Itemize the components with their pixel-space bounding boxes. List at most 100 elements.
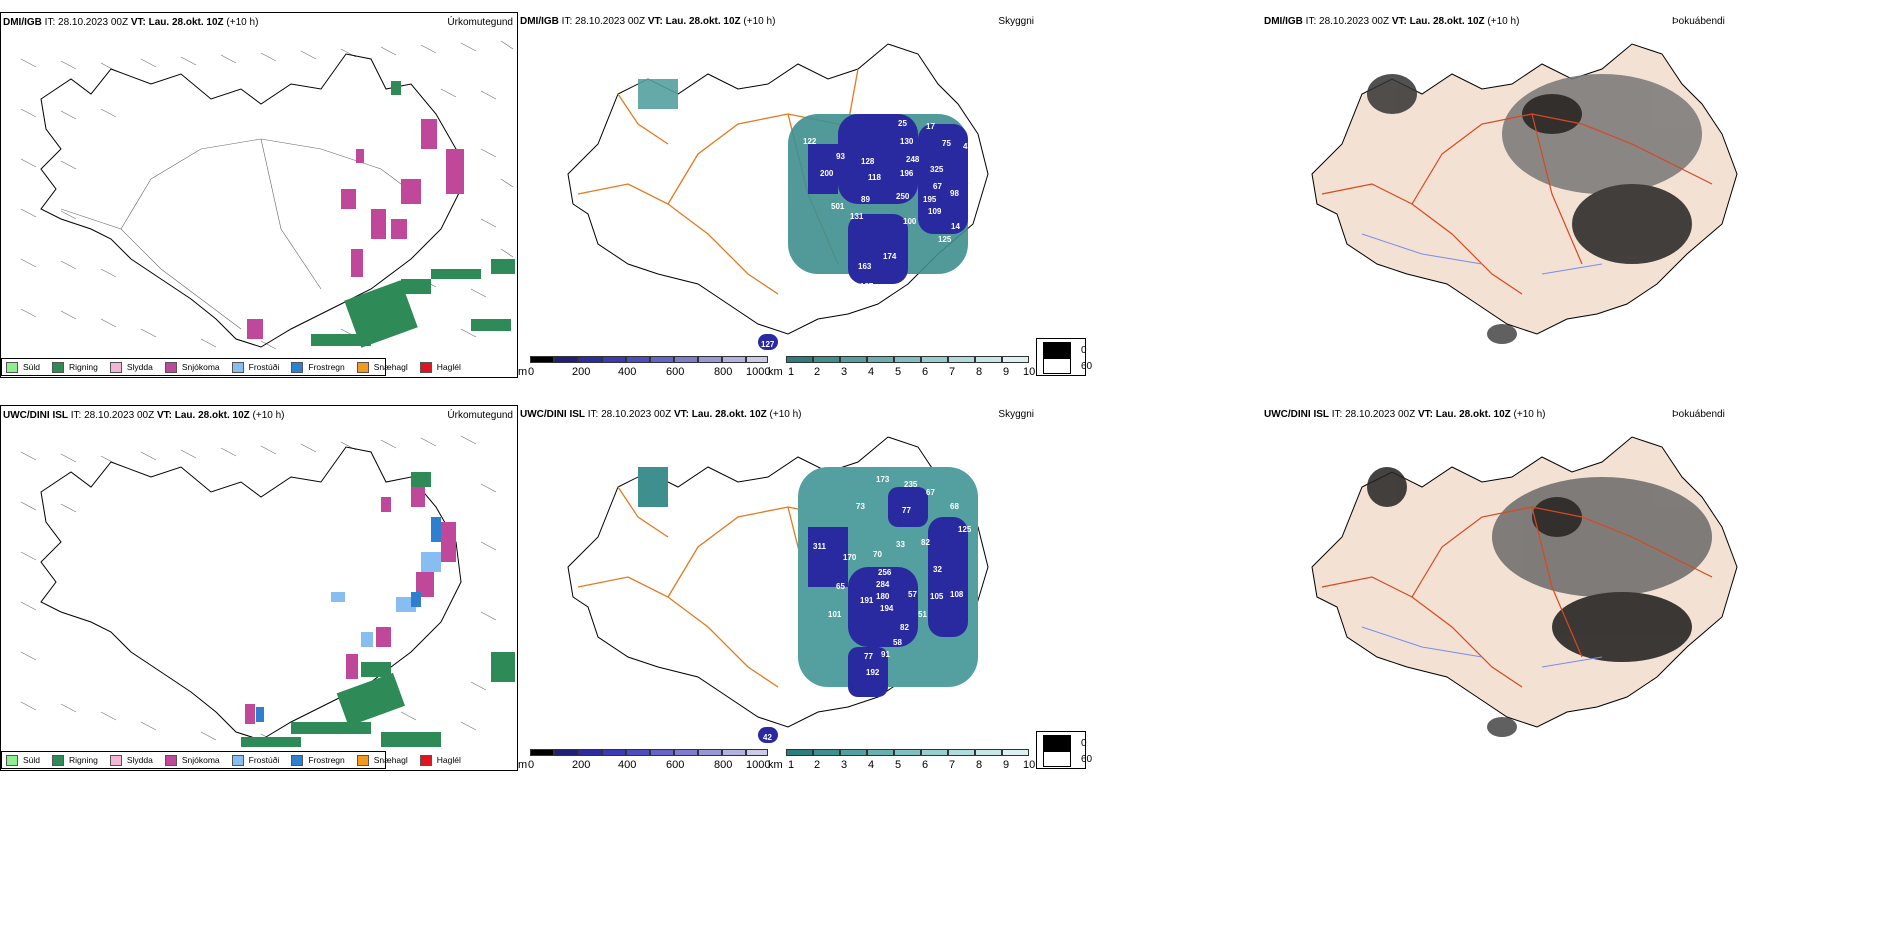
precip-map xyxy=(20,40,515,350)
svg-text:58: 58 xyxy=(893,638,902,647)
svg-text:127: 127 xyxy=(761,340,775,349)
svg-text:51: 51 xyxy=(918,610,927,619)
legend-item: Frostregn xyxy=(291,754,345,766)
panel-variable-label: Úrkomutegund xyxy=(447,17,513,28)
svg-text:100: 100 xyxy=(903,217,917,226)
legend-item: Haglél xyxy=(419,754,461,766)
svg-text:105: 105 xyxy=(930,592,944,601)
legend-item: Snæhagl xyxy=(356,361,408,373)
svg-text:131: 131 xyxy=(850,212,864,221)
fog-map xyxy=(1311,43,1738,344)
svg-text:311: 311 xyxy=(813,542,826,551)
svg-text:125: 125 xyxy=(888,87,902,96)
svg-text:42: 42 xyxy=(763,733,772,742)
svg-text:93: 93 xyxy=(836,152,845,161)
legend-item: Rigning xyxy=(52,361,98,373)
svg-text:174: 174 xyxy=(883,252,897,261)
fog-panel-top: DMI/IGB IT: 28.10.2023 00Z VT: Lau. 28.o… xyxy=(1262,12,1900,378)
svg-text:57: 57 xyxy=(908,590,917,599)
svg-text:32: 32 xyxy=(933,565,942,574)
svg-text:125: 125 xyxy=(883,102,897,111)
svg-text:98: 98 xyxy=(950,189,959,198)
legend-item: Súld xyxy=(6,754,40,766)
fog-panel-bottom: UWC/DINI ISL IT: 28.10.2023 00Z VT: Lau.… xyxy=(1262,405,1900,771)
svg-text:284: 284 xyxy=(876,580,890,589)
legend-item: Frostúði xyxy=(231,361,279,373)
svg-text:128: 128 xyxy=(861,157,875,166)
panel-variable-label: Skyggni xyxy=(998,409,1034,420)
svg-text:170: 170 xyxy=(843,553,857,562)
visibility-colorbar: m 0 200 400 600 800 1000 km 1 2 3 4 5 6 … xyxy=(518,749,1036,771)
svg-text:187: 187 xyxy=(860,282,874,291)
legend-item: Slydda xyxy=(109,361,153,373)
visibility-panel-top: DMI/IGB IT: 28.10.2023 00Z VT: Lau. 28.o… xyxy=(518,12,1036,378)
visibility-colorbar: m 0 200 400 600 800 1000 km 1 2 3 4 5 6 … xyxy=(518,356,1036,378)
panel-variable-label: Þokuábendi xyxy=(1672,16,1725,27)
svg-text:194: 194 xyxy=(880,604,894,613)
svg-text:67: 67 xyxy=(933,182,942,191)
svg-text:200: 200 xyxy=(820,169,834,178)
svg-text:82: 82 xyxy=(900,623,909,632)
precip-type-panel-top: DMI/IGB IT: 28.10.2023 00Z VT: Lau. 28.o… xyxy=(0,12,518,378)
visibility-panel-bottom: UWC/DINI ISL IT: 28.10.2023 00Z VT: Lau.… xyxy=(518,405,1036,771)
svg-text:118: 118 xyxy=(868,173,881,182)
panel-title: DMI/IGB IT: 28.10.2023 00Z VT: Lau. 28.o… xyxy=(3,17,259,28)
panel-title: DMI/IGB IT: 28.10.2023 00Z VT: Lau. 28.o… xyxy=(1264,16,1520,27)
panel-title: UWC/DINI ISL IT: 28.10.2023 00Z VT: Lau.… xyxy=(3,410,285,421)
svg-text:91: 91 xyxy=(881,650,890,659)
svg-text:67: 67 xyxy=(926,488,935,497)
rain-areas xyxy=(311,81,515,348)
svg-text:82: 82 xyxy=(921,538,930,547)
svg-text:192: 192 xyxy=(866,668,880,677)
svg-text:130: 130 xyxy=(900,137,914,146)
svg-text:256: 256 xyxy=(878,568,892,577)
svg-text:89: 89 xyxy=(861,195,870,204)
svg-text:101: 101 xyxy=(828,610,842,619)
fog-key-bottom: 0 60 xyxy=(1036,731,1092,769)
svg-text:70: 70 xyxy=(873,550,882,559)
svg-text:235: 235 xyxy=(904,480,918,489)
svg-text:125: 125 xyxy=(958,525,972,534)
roads xyxy=(60,138,422,330)
svg-text:195: 195 xyxy=(923,195,937,204)
svg-text:466: 466 xyxy=(878,460,892,469)
svg-text:65: 65 xyxy=(836,582,845,591)
visibility-value-labels: 125 125 25 130 17 75 47 93 128 248 325 200 118… xyxy=(761,87,972,349)
fog-key-top: 0 60 xyxy=(1036,338,1092,376)
panel-variable-label: Skyggni xyxy=(998,16,1034,27)
panel-title: UWC/DINI ISL IT: 28.10.2023 00Z VT: Lau.… xyxy=(1264,409,1546,420)
svg-text:17: 17 xyxy=(926,122,935,131)
legend-item: Snjókoma xyxy=(164,754,220,766)
svg-text:75: 75 xyxy=(942,139,951,148)
svg-text:163: 163 xyxy=(858,262,872,271)
svg-text:109: 109 xyxy=(928,207,942,216)
svg-text:191: 191 xyxy=(860,596,874,605)
legend-item: Frostúði xyxy=(231,754,279,766)
legend-item: Slydda xyxy=(109,754,153,766)
panel-title: DMI/IGB IT: 28.10.2023 00Z VT: Lau. 28.o… xyxy=(520,16,776,27)
panel-title: UWC/DINI ISL IT: 28.10.2023 00Z VT: Lau.… xyxy=(520,409,802,420)
coastline xyxy=(40,53,462,348)
svg-text:77: 77 xyxy=(864,652,873,661)
svg-text:25: 25 xyxy=(898,119,907,128)
svg-text:47: 47 xyxy=(963,142,972,151)
legend-item: Frostregn xyxy=(291,361,345,373)
svg-text:122: 122 xyxy=(803,137,817,146)
legend-item: Súld xyxy=(6,361,40,373)
svg-text:125: 125 xyxy=(938,235,952,244)
legend-item: Snjókoma xyxy=(164,361,220,373)
svg-text:77: 77 xyxy=(902,506,911,515)
svg-text:501: 501 xyxy=(831,202,845,211)
wind-barbs xyxy=(20,40,514,350)
svg-text:108: 108 xyxy=(950,590,964,599)
visibility-map: 466 235 67 77 68 173 73 33 82 125 311 170 70 25… xyxy=(567,436,989,743)
fog-map xyxy=(1311,436,1738,737)
legend-item: Snæhagl xyxy=(356,754,408,766)
precip-type-panel-bottom: UWC/DINI ISL IT: 28.10.2023 00Z VT: Lau.… xyxy=(0,405,518,771)
visibility-map: 125 125 25 130 17 75 47 93 128 248 325 200 118… xyxy=(567,43,989,350)
svg-text:250: 250 xyxy=(896,192,910,201)
panel-variable-label: Úrkomutegund xyxy=(447,410,513,421)
svg-text:33: 33 xyxy=(896,540,905,549)
svg-text:196: 196 xyxy=(900,169,914,178)
svg-text:173: 173 xyxy=(876,475,890,484)
